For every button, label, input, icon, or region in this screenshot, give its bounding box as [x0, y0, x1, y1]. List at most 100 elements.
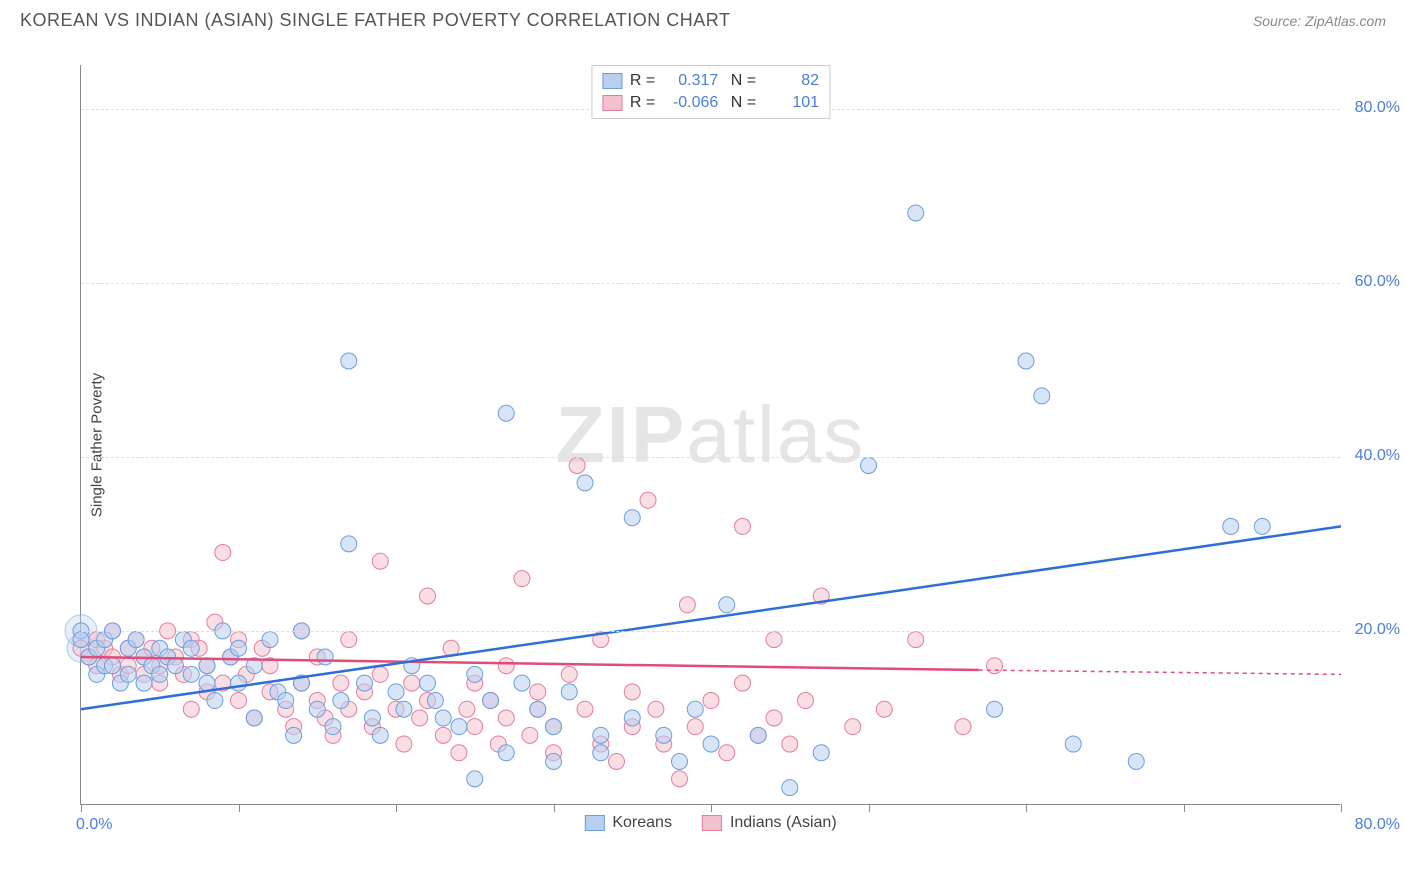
data-point [372, 553, 388, 569]
n-label: N = [726, 94, 756, 112]
data-point [1223, 518, 1239, 534]
n-value-indian: 101 [764, 94, 819, 112]
data-point [467, 771, 483, 787]
data-point [128, 632, 144, 648]
x-tick-label-start: 0.0% [76, 816, 112, 834]
data-point [262, 632, 278, 648]
data-point [687, 719, 703, 735]
data-point [750, 727, 766, 743]
trend-line [81, 657, 979, 670]
data-point [561, 684, 577, 700]
x-tick [711, 804, 712, 812]
data-point [136, 675, 152, 691]
y-tick-label: 20.0% [1355, 621, 1400, 639]
y-tick-label: 60.0% [1355, 273, 1400, 291]
data-point [766, 632, 782, 648]
x-tick [239, 804, 240, 812]
data-point [656, 727, 672, 743]
source-label: Source: ZipAtlas.com [1253, 13, 1386, 29]
data-point [498, 405, 514, 421]
swatch-korean [584, 815, 604, 831]
data-point [396, 701, 412, 717]
data-point [735, 518, 751, 534]
data-point [435, 710, 451, 726]
data-point [309, 701, 325, 717]
data-point [861, 457, 877, 473]
data-point [183, 701, 199, 717]
x-tick [81, 804, 82, 812]
data-point [333, 693, 349, 709]
data-point [420, 675, 436, 691]
n-label: N = [726, 72, 756, 90]
data-point [483, 693, 499, 709]
data-point [624, 684, 640, 700]
data-point [987, 701, 1003, 717]
x-tick [1026, 804, 1027, 812]
n-value-korean: 82 [764, 72, 819, 90]
data-point [1034, 388, 1050, 404]
data-point [1254, 518, 1270, 534]
data-point [231, 675, 247, 691]
x-tick [1341, 804, 1342, 812]
data-point [577, 475, 593, 491]
data-point [412, 710, 428, 726]
data-point [168, 658, 184, 674]
r-label: R = [630, 94, 655, 112]
data-point [451, 745, 467, 761]
legend-series: Koreans Indians (Asian) [584, 814, 836, 832]
data-point [687, 701, 703, 717]
data-point [530, 684, 546, 700]
data-point [286, 727, 302, 743]
gridline [81, 283, 1340, 284]
data-point [427, 693, 443, 709]
data-point [876, 701, 892, 717]
data-point [719, 597, 735, 613]
r-value-indian: -0.066 [663, 94, 718, 112]
data-point [1065, 736, 1081, 752]
chart-area: Single Father Poverty ZIPatlas R = 0.317… [50, 50, 1390, 840]
data-point [498, 658, 514, 674]
data-point [420, 588, 436, 604]
data-point [672, 771, 688, 787]
x-tick [396, 804, 397, 812]
data-point [357, 675, 373, 691]
data-point [341, 632, 357, 648]
data-point [498, 745, 514, 761]
data-point [120, 666, 136, 682]
data-point [593, 745, 609, 761]
legend-item-korean: Koreans [584, 814, 672, 832]
data-point [1018, 353, 1034, 369]
swatch-korean [602, 73, 622, 89]
data-point [672, 753, 688, 769]
scatter-plot: ZIPatlas R = 0.317 N = 82 R = -0.066 N =… [80, 65, 1340, 805]
data-point [624, 510, 640, 526]
data-point [577, 701, 593, 717]
data-point [404, 675, 420, 691]
data-point [341, 536, 357, 552]
data-point [341, 353, 357, 369]
data-point [325, 719, 341, 735]
data-point [546, 753, 562, 769]
series-label-korean: Koreans [612, 814, 672, 832]
y-tick-label: 80.0% [1355, 99, 1400, 117]
data-point [987, 658, 1003, 674]
data-point [514, 571, 530, 587]
data-point [845, 719, 861, 735]
data-point [766, 710, 782, 726]
data-point [798, 693, 814, 709]
data-point [703, 736, 719, 752]
data-point [199, 675, 215, 691]
data-point [569, 457, 585, 473]
data-point [813, 745, 829, 761]
data-point [451, 719, 467, 735]
data-point [609, 753, 625, 769]
data-point [333, 675, 349, 691]
data-point [435, 727, 451, 743]
trend-line [979, 670, 1341, 674]
data-point [703, 693, 719, 709]
series-label-indian: Indians (Asian) [730, 814, 837, 832]
swatch-indian [602, 95, 622, 111]
data-point [467, 719, 483, 735]
data-point [388, 684, 404, 700]
data-point [514, 675, 530, 691]
